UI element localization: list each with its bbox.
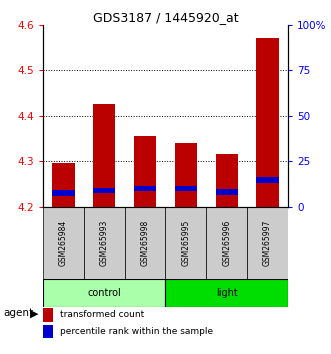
Bar: [166, 206, 206, 279]
Text: ▶: ▶: [30, 308, 38, 318]
Bar: [43, 325, 53, 338]
Bar: [256, 177, 279, 183]
Bar: [93, 188, 116, 193]
Bar: [175, 143, 197, 206]
Bar: [84, 206, 125, 279]
Bar: [206, 206, 247, 279]
Text: GSM265995: GSM265995: [181, 220, 190, 266]
Title: GDS3187 / 1445920_at: GDS3187 / 1445920_at: [93, 11, 238, 24]
Text: light: light: [216, 288, 238, 298]
Bar: [256, 39, 279, 206]
Bar: [166, 279, 288, 307]
Bar: [134, 136, 156, 206]
Text: agent: agent: [3, 308, 33, 318]
Text: GSM265998: GSM265998: [141, 220, 150, 266]
Bar: [43, 279, 166, 307]
Bar: [52, 190, 75, 196]
Bar: [43, 308, 53, 321]
Text: GSM265993: GSM265993: [100, 220, 109, 266]
Bar: [134, 185, 156, 191]
Text: GSM265996: GSM265996: [222, 220, 231, 266]
Bar: [215, 154, 238, 206]
Text: percentile rank within the sample: percentile rank within the sample: [60, 327, 213, 336]
Text: transformed count: transformed count: [60, 310, 144, 319]
Bar: [247, 206, 288, 279]
Bar: [93, 104, 116, 206]
Bar: [52, 164, 75, 206]
Bar: [125, 206, 166, 279]
Bar: [43, 206, 84, 279]
Text: GSM265997: GSM265997: [263, 220, 272, 266]
Bar: [175, 185, 197, 191]
Text: control: control: [87, 288, 121, 298]
Text: GSM265984: GSM265984: [59, 220, 68, 266]
Bar: [215, 189, 238, 195]
